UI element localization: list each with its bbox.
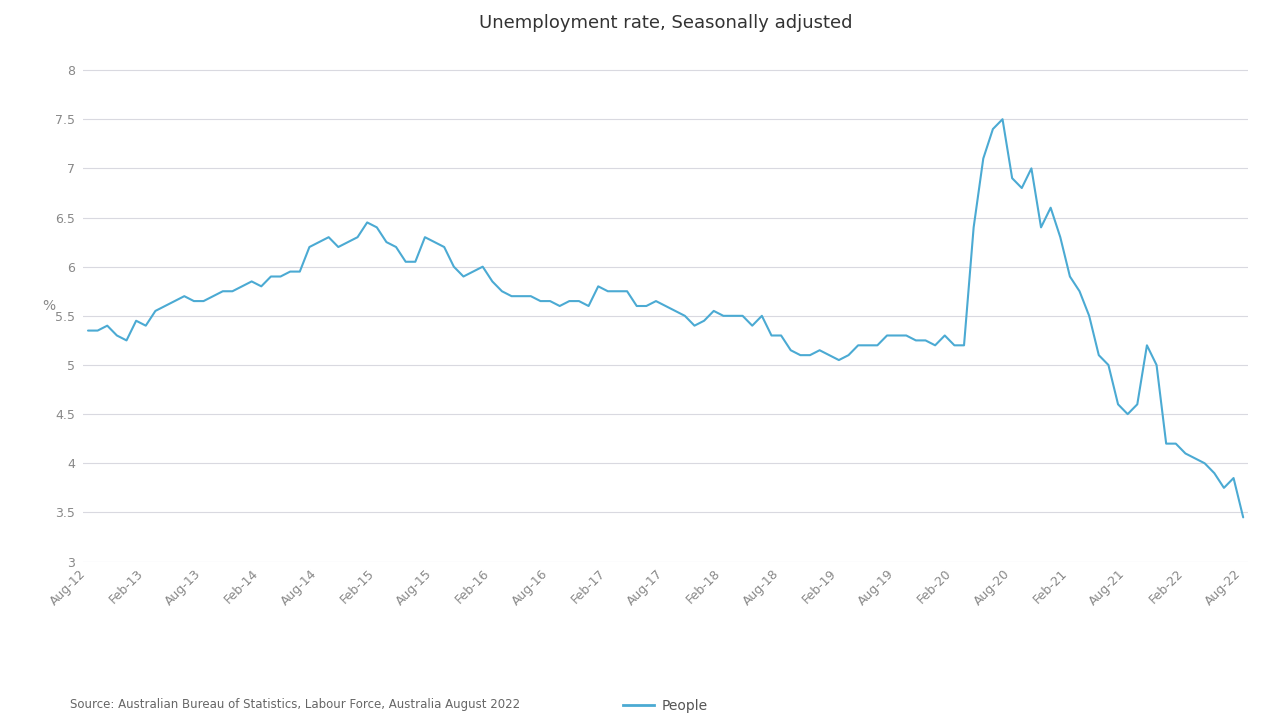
Title: Unemployment rate, Seasonally adjusted: Unemployment rate, Seasonally adjusted (479, 14, 852, 32)
Y-axis label: %: % (42, 299, 56, 313)
Legend: People: People (617, 693, 714, 719)
Text: Source: Australian Bureau of Statistics, Labour Force, Australia August 2022: Source: Australian Bureau of Statistics,… (70, 698, 521, 711)
